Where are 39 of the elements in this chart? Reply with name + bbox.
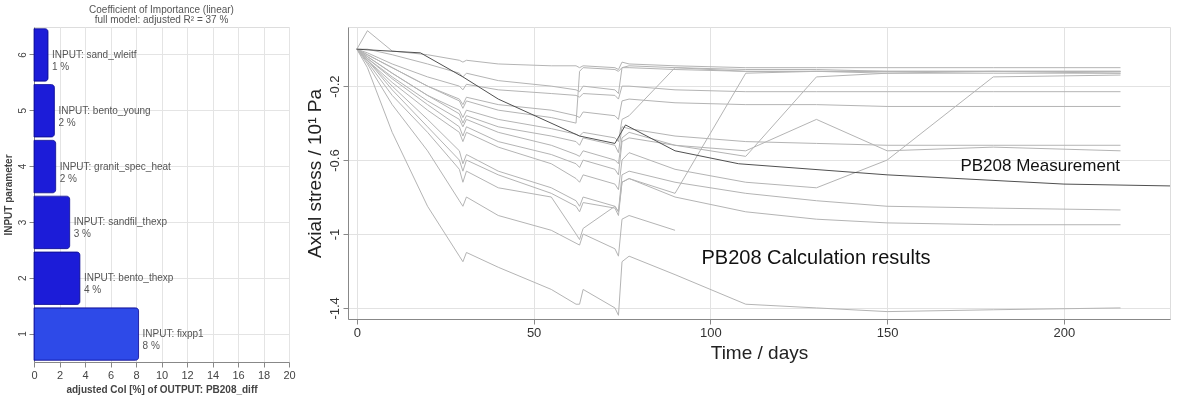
- y-tick-label: -0.6: [326, 149, 342, 172]
- data-label: INPUT: bento_thexp 4 %: [83, 272, 174, 296]
- x-tick-label: 2: [56, 368, 64, 381]
- data-label: INPUT: fixpp1 8 %: [142, 328, 205, 352]
- y-tick-label: -1: [326, 228, 342, 241]
- y-tick-label: 4: [16, 163, 28, 170]
- x-tick-label: 0: [31, 368, 38, 381]
- x-tick-label: 18: [257, 368, 271, 381]
- x-tick-label: 6: [107, 368, 115, 381]
- y-tick-label: 2: [16, 275, 28, 282]
- x-tick-label: 20: [283, 368, 296, 381]
- y-tick-label: 1: [16, 330, 28, 337]
- x-tick-label: 0: [353, 324, 361, 340]
- y-tick-label: 6: [16, 51, 28, 58]
- y-axis-title: INPUT parameter: [2, 154, 14, 236]
- x-tick-label: 4: [82, 368, 89, 381]
- x-tick-label: 10: [155, 368, 169, 381]
- x-tick-label: 16: [232, 368, 245, 381]
- x-tick-label: 12: [181, 368, 194, 381]
- data-label: INPUT: granit_spec_heat 2 %: [59, 160, 172, 184]
- x-axis-title: Time / days: [710, 341, 809, 363]
- x-tick-label: 100: [700, 324, 722, 340]
- y-tick-label: 5: [16, 107, 28, 114]
- x-tick-label: 14: [206, 368, 220, 381]
- data-label: INPUT: sandfil_thexp 3 %: [73, 216, 168, 240]
- x-axis-title: adjusted CoI [%] of OUTPUT: PB208_diff: [66, 383, 259, 395]
- chart-title: Coefficient of Importance (linear): [89, 4, 234, 15]
- y-axis-title: Axial stress / 10¹ Pa: [303, 88, 325, 258]
- x-tick-label: 8: [133, 368, 140, 381]
- x-tick-label: 150: [876, 324, 899, 340]
- annotation: PB208 Measurement: [960, 155, 1121, 175]
- y-tick-label: -0.2: [326, 75, 342, 98]
- annotation: PB208 Calculation results: [701, 245, 931, 268]
- y-tick-label: 3: [16, 219, 28, 226]
- y-tick-label: -1.4: [326, 297, 342, 320]
- x-tick-label: 50: [526, 324, 542, 340]
- data-label: INPUT: bento_young 2 %: [58, 104, 151, 128]
- data-label: INPUT: sand_wleitf 1 %: [52, 48, 137, 72]
- x-tick-label: 200: [1053, 324, 1076, 340]
